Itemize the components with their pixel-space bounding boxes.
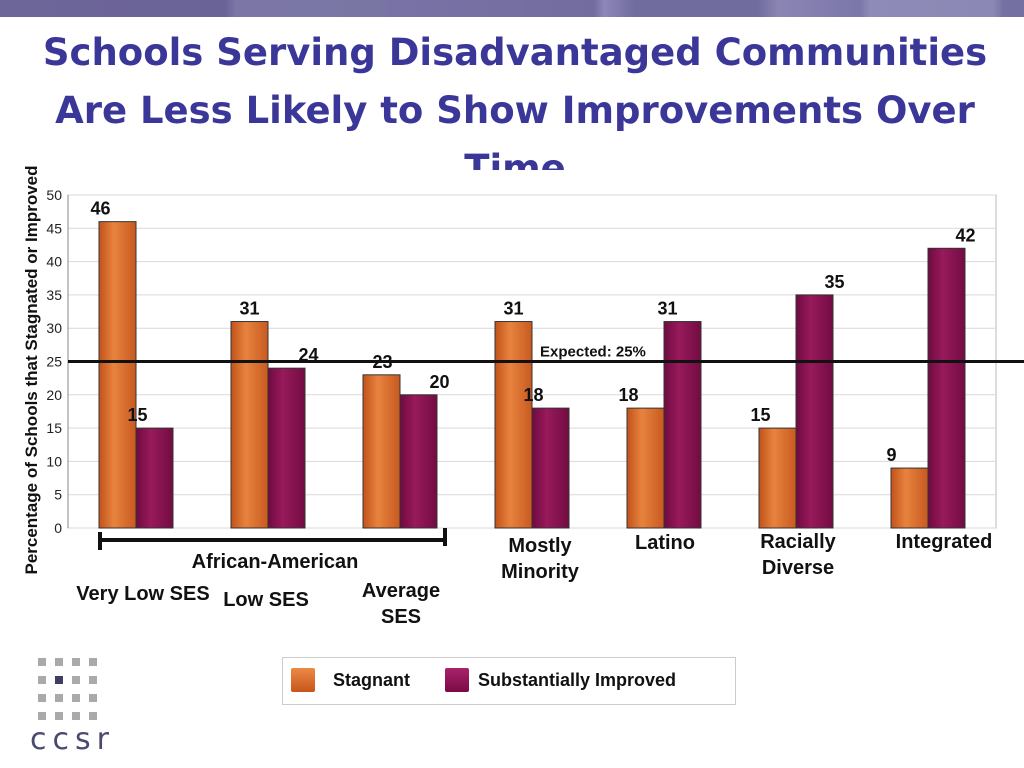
y-tick-label: 5 [54, 487, 62, 503]
logo-square [38, 658, 46, 666]
logo-square [38, 712, 46, 720]
logo-square [89, 694, 97, 702]
reference-line-label: Expected: 25% [540, 344, 646, 361]
logo-square [89, 712, 97, 720]
logo-square [89, 658, 97, 666]
y-tick-label: 0 [54, 520, 62, 536]
bar-stagnant [362, 374, 401, 529]
legend: Stagnant Substantially Improved [282, 657, 736, 705]
y-tick-label: 15 [46, 420, 62, 436]
category-label: Latino [635, 532, 695, 554]
y-tick-label: 45 [46, 220, 62, 236]
bar-stagnant [890, 467, 929, 529]
bar-improved [663, 321, 702, 529]
logo-square [55, 676, 63, 684]
logo-square [72, 676, 80, 684]
legend-swatch-improved [445, 668, 469, 692]
y-tick-label: 40 [46, 254, 62, 270]
data-label: 15 [750, 405, 770, 425]
legend-label: Stagnant [333, 670, 411, 690]
data-label: 31 [657, 299, 677, 319]
logo-square [72, 712, 80, 720]
y-tick-label: 50 [46, 187, 62, 203]
legend-swatch-stagnant [291, 668, 315, 692]
y-tick-label: 25 [46, 354, 62, 370]
header-banner [0, 0, 1024, 17]
data-label: 18 [523, 385, 543, 405]
data-label: 15 [127, 405, 147, 425]
logo-square [38, 676, 46, 684]
logo-square [72, 694, 80, 702]
bar-improved [399, 394, 438, 529]
bar-improved [795, 294, 834, 529]
bar-stagnant [626, 407, 665, 529]
category-label: Racially Diverse [760, 531, 836, 579]
data-label: 46 [90, 199, 110, 219]
y-tick-label: 20 [46, 387, 62, 403]
category-label: Low SES [223, 589, 309, 611]
logo-square [72, 658, 80, 666]
category-label: Average SES [361, 580, 441, 628]
bar-improved [135, 427, 174, 529]
logo-square [55, 712, 63, 720]
bar-stagnant [758, 427, 797, 529]
logo-square [38, 694, 46, 702]
logo-square [55, 694, 63, 702]
data-label: 18 [618, 385, 638, 405]
logo-text: ccsr [30, 722, 115, 757]
category-label: Integrated [895, 531, 993, 553]
bar-improved [927, 247, 966, 529]
logo-square [89, 676, 97, 684]
logo-square [55, 658, 63, 666]
bar-stagnant [494, 321, 533, 529]
y-tick-label: 35 [46, 287, 62, 303]
bar-improved [531, 407, 570, 529]
legend-label: Substantially Improved [478, 670, 677, 690]
y-tick-label: 10 [46, 453, 62, 469]
data-label: 31 [239, 299, 259, 319]
bar-stagnant [98, 221, 137, 529]
data-label: 35 [824, 272, 844, 292]
group-label: African-American [191, 551, 359, 573]
data-label: 31 [503, 299, 523, 319]
bar-improved [267, 367, 306, 529]
group-bracket [98, 528, 447, 550]
y-tick-label: 30 [46, 320, 62, 336]
data-label: 42 [955, 225, 975, 245]
chart-title: Schools Serving Disadvantaged Communitie… [42, 31, 988, 170]
bar-stagnant [230, 321, 269, 529]
category-label: Very Low SES [76, 583, 210, 605]
category-label: Mostly Minority [501, 535, 579, 583]
data-label: 20 [429, 372, 449, 392]
data-label: 9 [886, 445, 896, 465]
